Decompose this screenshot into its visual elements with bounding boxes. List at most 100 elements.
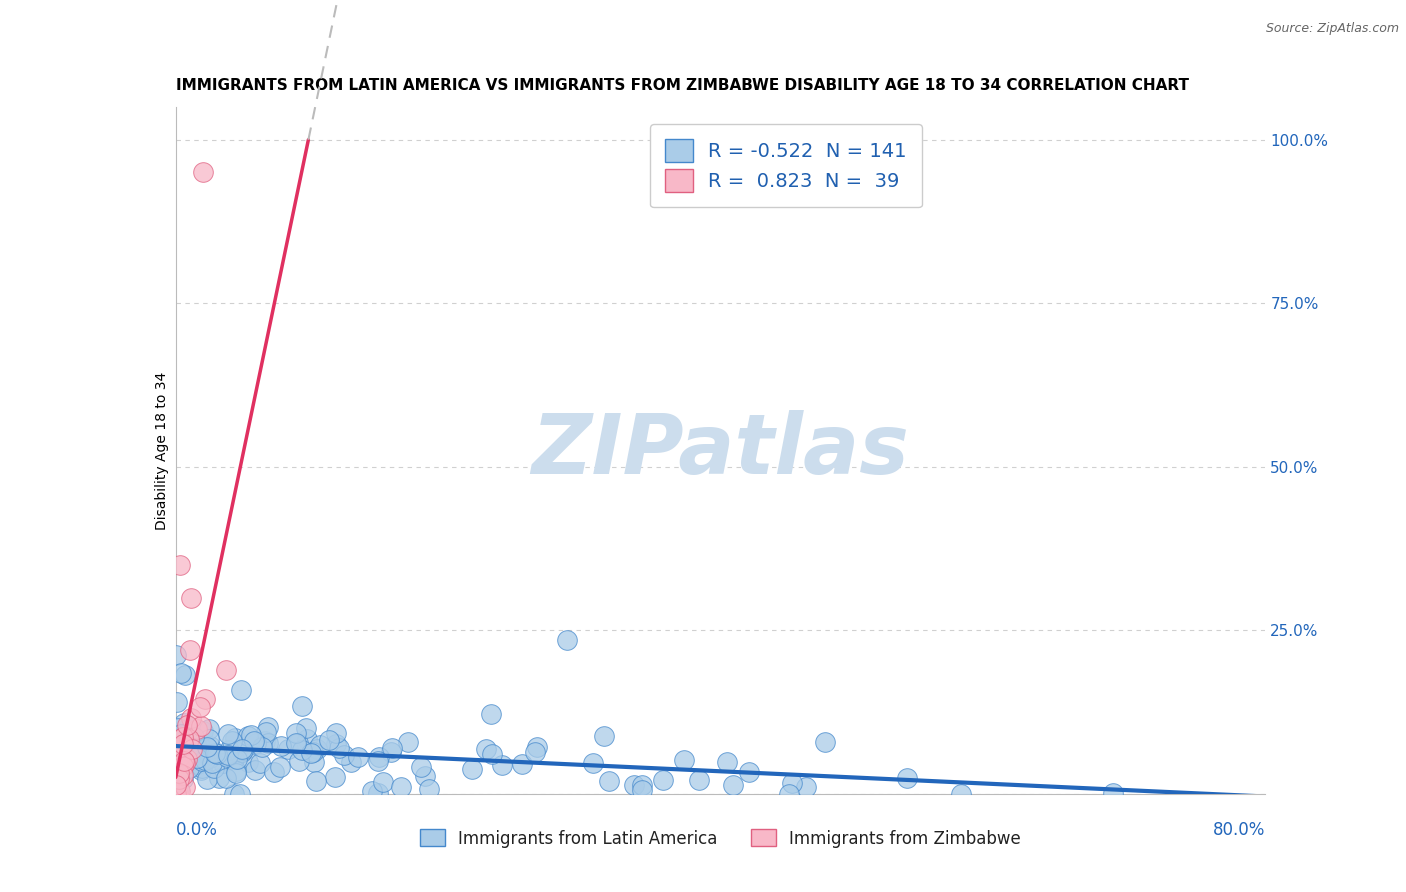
Point bbox=[202, 761, 225, 775]
Point bbox=[172, 730, 194, 744]
Point bbox=[263, 765, 285, 780]
Point bbox=[218, 742, 240, 756]
Point bbox=[225, 765, 247, 780]
Point bbox=[325, 737, 347, 751]
Point bbox=[165, 787, 187, 801]
Point bbox=[215, 663, 238, 677]
Point bbox=[165, 778, 187, 792]
Point bbox=[169, 753, 191, 767]
Point bbox=[226, 752, 249, 766]
Point bbox=[623, 778, 645, 792]
Point bbox=[523, 745, 546, 759]
Point bbox=[240, 728, 263, 742]
Point bbox=[167, 747, 190, 761]
Point bbox=[716, 755, 738, 769]
Point bbox=[169, 784, 191, 798]
Point bbox=[254, 734, 277, 748]
Point bbox=[180, 741, 202, 756]
Point bbox=[165, 750, 187, 764]
Point bbox=[169, 666, 191, 681]
Point bbox=[1102, 786, 1125, 800]
Point bbox=[172, 742, 194, 756]
Point bbox=[167, 744, 190, 758]
Point bbox=[381, 741, 404, 756]
Point bbox=[305, 742, 328, 756]
Point bbox=[201, 756, 224, 770]
Point bbox=[200, 751, 222, 765]
Point bbox=[166, 768, 188, 782]
Point bbox=[198, 722, 221, 736]
Point bbox=[172, 737, 194, 751]
Point bbox=[389, 780, 412, 794]
Text: ZIPatlas: ZIPatlas bbox=[531, 410, 910, 491]
Point bbox=[325, 725, 347, 739]
Point bbox=[295, 722, 318, 736]
Point bbox=[186, 740, 208, 755]
Point bbox=[165, 778, 187, 792]
Text: 80.0%: 80.0% bbox=[1213, 822, 1265, 839]
Point bbox=[269, 760, 291, 774]
Y-axis label: Disability Age 18 to 34: Disability Age 18 to 34 bbox=[155, 371, 169, 530]
Point bbox=[170, 740, 193, 755]
Point bbox=[172, 772, 194, 787]
Point bbox=[630, 782, 652, 797]
Point bbox=[214, 771, 236, 785]
Point bbox=[166, 694, 188, 708]
Point bbox=[481, 747, 503, 761]
Point bbox=[332, 747, 354, 762]
Point bbox=[173, 756, 195, 771]
Point bbox=[204, 747, 226, 761]
Point bbox=[176, 722, 198, 736]
Point bbox=[170, 745, 193, 759]
Point bbox=[169, 761, 191, 775]
Point bbox=[173, 668, 195, 682]
Point bbox=[371, 775, 394, 789]
Point bbox=[309, 739, 332, 753]
Point bbox=[180, 591, 202, 605]
Point bbox=[176, 726, 198, 740]
Point bbox=[194, 753, 217, 767]
Point bbox=[418, 782, 440, 797]
Point bbox=[170, 739, 193, 754]
Legend: Immigrants from Latin America, Immigrants from Zimbabwe: Immigrants from Latin America, Immigrant… bbox=[413, 822, 1028, 855]
Point bbox=[229, 787, 252, 801]
Point bbox=[475, 742, 498, 756]
Point bbox=[172, 730, 194, 744]
Point bbox=[166, 735, 188, 749]
Point bbox=[598, 774, 620, 789]
Point bbox=[340, 755, 363, 769]
Text: 0.0%: 0.0% bbox=[176, 822, 218, 839]
Point bbox=[287, 754, 309, 768]
Point bbox=[287, 736, 309, 750]
Point bbox=[170, 747, 193, 761]
Point bbox=[526, 739, 548, 754]
Point bbox=[177, 761, 200, 775]
Point bbox=[250, 739, 273, 754]
Point bbox=[183, 730, 205, 744]
Point bbox=[367, 755, 389, 769]
Point bbox=[193, 723, 215, 738]
Point bbox=[188, 700, 211, 714]
Point bbox=[190, 760, 212, 774]
Point bbox=[170, 735, 193, 749]
Point bbox=[512, 757, 534, 772]
Point bbox=[231, 741, 253, 756]
Point bbox=[222, 752, 245, 766]
Point bbox=[291, 742, 314, 756]
Point bbox=[555, 633, 578, 648]
Point bbox=[778, 787, 800, 801]
Text: Source: ZipAtlas.com: Source: ZipAtlas.com bbox=[1265, 22, 1399, 36]
Point bbox=[169, 727, 191, 741]
Point bbox=[167, 721, 190, 735]
Point bbox=[491, 758, 513, 772]
Point bbox=[284, 736, 307, 750]
Point bbox=[361, 784, 384, 798]
Point bbox=[169, 749, 191, 764]
Point bbox=[813, 735, 835, 749]
Text: IMMIGRANTS FROM LATIN AMERICA VS IMMIGRANTS FROM ZIMBABWE DISABILITY AGE 18 TO 3: IMMIGRANTS FROM LATIN AMERICA VS IMMIGRA… bbox=[176, 78, 1188, 94]
Point bbox=[176, 752, 198, 766]
Point bbox=[186, 723, 208, 737]
Point bbox=[413, 770, 436, 784]
Point bbox=[396, 735, 419, 749]
Point bbox=[318, 732, 340, 747]
